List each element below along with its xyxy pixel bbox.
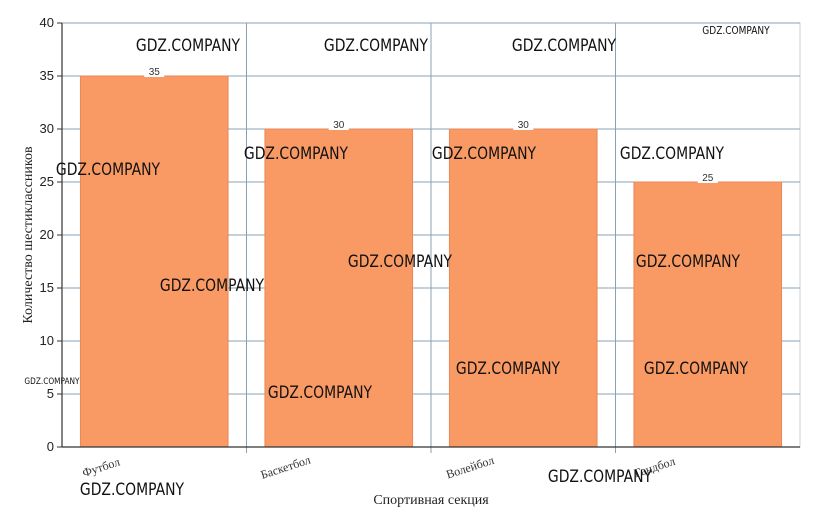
watermark-text: GDZ.COMPANY xyxy=(702,25,770,37)
x-category-label: Футбол xyxy=(80,455,121,480)
watermark-text: GDZ.COMPANY xyxy=(636,252,741,272)
watermark-text: GDZ.COMPANY xyxy=(512,36,617,56)
watermarks: GDZ.COMPANY GDZ.COMPANY GDZ.COMPANY GDZ.COM… xyxy=(24,25,770,499)
y-tick-label: 25 xyxy=(40,174,54,189)
x-category-label: Баскетбол xyxy=(259,453,312,482)
y-tick-label: 40 xyxy=(40,15,54,30)
y-axis-label: Количество шестиклассников xyxy=(21,146,36,324)
watermark-text: GDZ.COMPANY xyxy=(136,36,241,56)
data-label: 30 xyxy=(333,120,345,131)
data-label: 25 xyxy=(702,173,714,184)
y-tick-label: 5 xyxy=(47,386,54,401)
watermark-text: GDZ.COMPANY xyxy=(268,383,373,403)
watermark-text: GDZ.COMPANY xyxy=(548,467,653,487)
watermark-text: GDZ.COMPANY xyxy=(432,144,537,164)
watermark-text: GDZ.COMPANY xyxy=(56,160,161,180)
bar-3 xyxy=(448,128,598,448)
watermark-text: GDZ.COMPANY xyxy=(160,276,265,296)
data-label: 35 xyxy=(149,67,161,78)
y-tick-label: 15 xyxy=(40,280,54,295)
y-tick-labels: 0 5 10 15 20 25 30 35 40 xyxy=(40,15,54,454)
data-label: 30 xyxy=(518,120,530,131)
data-label-bg xyxy=(513,120,534,130)
data-label-bg xyxy=(144,67,165,77)
watermark-text: GDZ.COMPANY xyxy=(324,36,429,56)
y-tick-label: 30 xyxy=(40,121,54,136)
y-tick-label: 35 xyxy=(40,68,54,83)
data-label-bg xyxy=(328,120,349,130)
watermark-text: GDZ.COMPANY xyxy=(244,144,349,164)
x-axis-label: Спортивная секция xyxy=(373,493,489,508)
watermark-text: GDZ.COMPANY xyxy=(456,359,561,379)
bar-4 xyxy=(633,181,783,448)
data-labels: 35 30 30 25 xyxy=(144,67,718,184)
y-tick-label: 0 xyxy=(47,439,54,454)
watermark-text: GDZ.COMPANY xyxy=(620,144,725,164)
bar-1 xyxy=(79,75,229,448)
watermark-text: GDZ.COMPANY xyxy=(24,375,80,386)
y-tick-label: 10 xyxy=(40,333,54,348)
bar-2 xyxy=(264,128,414,448)
y-tick-label: 20 xyxy=(40,227,54,242)
watermark-text: GDZ.COMPANY xyxy=(348,252,453,272)
data-label-bg xyxy=(697,173,718,183)
watermark-text: GDZ.COMPANY xyxy=(644,359,749,379)
watermark-text: GDZ.COMPANY xyxy=(80,480,185,500)
x-category-label: Волейбол xyxy=(444,453,495,482)
axes xyxy=(61,23,800,448)
bars xyxy=(79,75,783,448)
